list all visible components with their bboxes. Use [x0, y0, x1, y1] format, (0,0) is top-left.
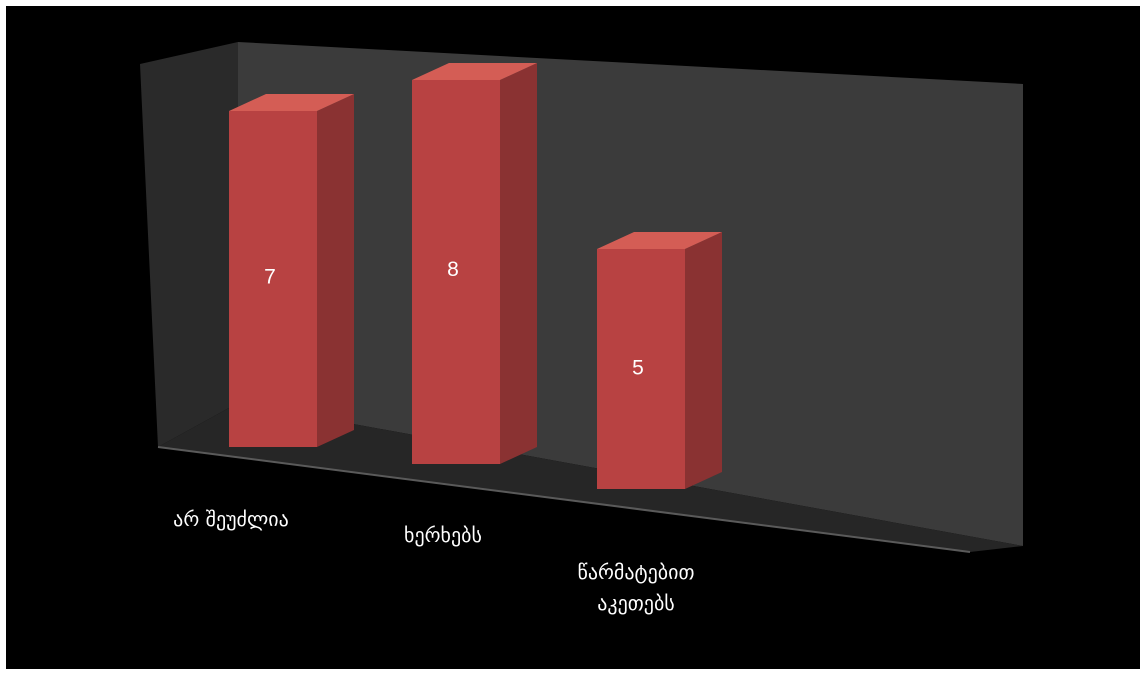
floor	[158, 403, 1023, 552]
bar-0: 7	[229, 94, 354, 447]
bar-front-0	[229, 111, 317, 447]
category-label-2: წარმატებით აკეთებს	[578, 560, 695, 615]
bar-top-1	[412, 63, 537, 80]
bar-front-2	[597, 249, 685, 489]
bar-side-1	[500, 63, 537, 464]
side-wall	[140, 42, 238, 447]
bar-chart-3d: 7 8 5 არ შეუძლია ხერხებს წარმატებით აკეთებს	[140, 42, 1023, 615]
category-labels: არ შეუძლია ხერხებს წარმატებით აკეთებს	[173, 507, 694, 615]
bar-front-1	[412, 80, 500, 464]
category-label-1: ხერხებს	[404, 523, 482, 547]
bar-side-2	[685, 232, 722, 489]
category-label-0: არ შეუძლია	[173, 507, 289, 531]
bar-top-0	[229, 94, 354, 111]
bar-top-2	[597, 232, 722, 249]
data-label-2: 5	[632, 357, 644, 380]
data-label-1: 8	[447, 258, 459, 281]
chart-bars: 7 8 5	[229, 63, 722, 489]
data-label-0: 7	[264, 266, 276, 289]
bar-side-0	[317, 94, 354, 447]
bar-1: 8	[412, 63, 537, 464]
bar-2: 5	[597, 232, 722, 489]
chart-frame: 7 8 5 არ შეუძლია ხერხებს წარმატებით აკეთებს	[6, 6, 1140, 669]
floor-edge	[157, 446, 971, 553]
